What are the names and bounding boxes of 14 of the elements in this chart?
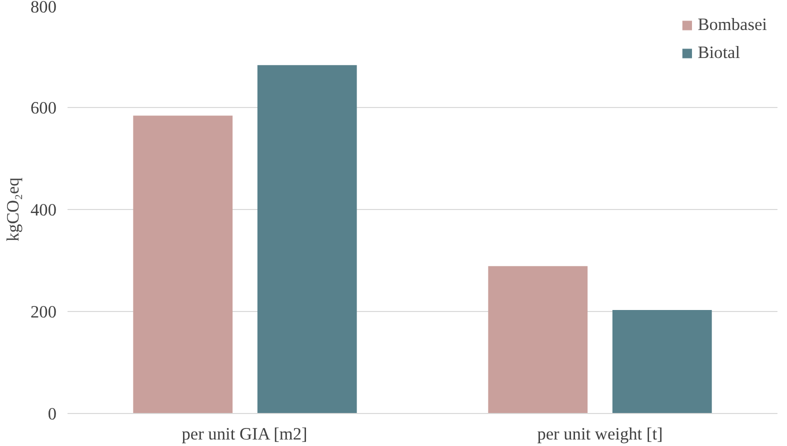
bar bbox=[257, 65, 357, 414]
bar bbox=[488, 266, 588, 414]
legend-label: Biotal bbox=[698, 43, 740, 63]
y-tick-label: 800 bbox=[30, 0, 57, 16]
y-tick-label: 600 bbox=[30, 98, 57, 118]
bar bbox=[612, 310, 712, 414]
y-tick-label: 200 bbox=[30, 302, 57, 322]
bar bbox=[133, 116, 233, 414]
x-tick-label: per unit GIA [m2] bbox=[182, 424, 308, 444]
legend-label: Bombasei bbox=[698, 15, 767, 35]
y-axis-title: kgCO₂eq bbox=[4, 177, 23, 242]
y-tick-label: 0 bbox=[48, 404, 57, 424]
y-tick-label: 400 bbox=[30, 200, 57, 220]
x-tick-label: per unit weight [t] bbox=[537, 424, 663, 444]
